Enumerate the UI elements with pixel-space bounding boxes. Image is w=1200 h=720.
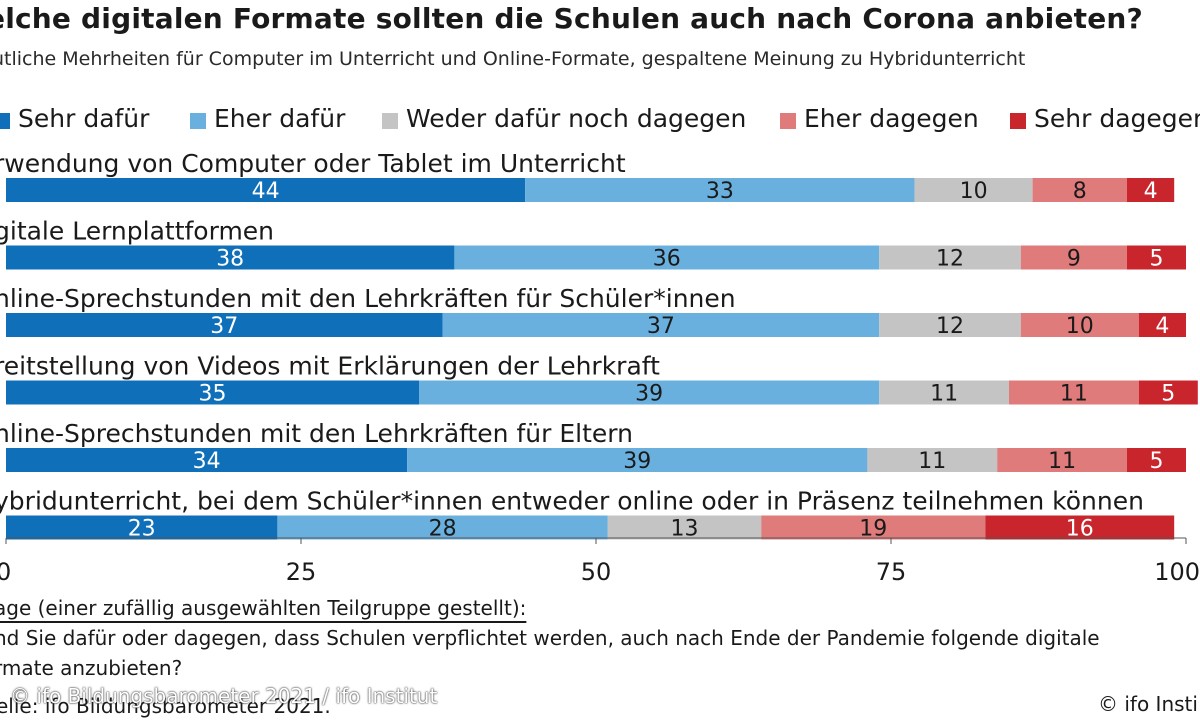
data-label: 4 — [1144, 179, 1158, 204]
data-label: 4 — [1155, 314, 1169, 339]
data-label: 9 — [1067, 247, 1081, 272]
data-label: 13 — [671, 517, 699, 542]
legend-swatch — [190, 113, 206, 129]
legend-label: Eher dagegen — [804, 104, 979, 133]
data-label: 36 — [653, 247, 681, 272]
data-label: 44 — [252, 179, 280, 204]
data-label: 5 — [1150, 449, 1164, 474]
data-label: 11 — [918, 449, 946, 474]
bar-segment — [407, 448, 868, 472]
data-label: 34 — [193, 449, 221, 474]
legend-label: Sehr dafür — [18, 104, 150, 133]
question-text-line-2: rmate anzubieten? — [0, 656, 183, 680]
legend-label: Eher dafür — [214, 104, 346, 133]
question-text-line-1: nd Sie dafür oder dagegen, dass Schulen … — [0, 626, 1100, 650]
category-label: nline-Sprechstunden mit den Lehrkräften … — [0, 419, 633, 448]
legend-swatch — [1010, 113, 1026, 129]
bar-segment — [879, 245, 1021, 270]
x-tick-label: 100 — [1154, 558, 1200, 586]
bar-segment — [6, 448, 408, 472]
bar-segment — [1020, 245, 1127, 270]
bar-segment — [454, 245, 880, 270]
category-label: reitstellung von Videos mit Erklärungen … — [0, 352, 660, 381]
legend-label: Sehr dagegen — [1034, 104, 1200, 133]
bar-segment — [1138, 380, 1198, 405]
bar-segment — [525, 178, 915, 202]
category-label: ybridunterricht, bei dem Schüler*innen e… — [0, 487, 1144, 516]
data-label: 11 — [1048, 449, 1076, 474]
data-label: 11 — [1060, 382, 1088, 407]
bar-segment — [6, 515, 278, 540]
copyright: © ifo Insti — [1098, 692, 1198, 716]
bar-segment — [1009, 380, 1139, 405]
x-tick-label: 75 — [876, 558, 907, 586]
watermark: © ifo Bildungsbarometer 2021 / ifo Insti… — [10, 684, 438, 708]
data-label: 39 — [623, 449, 651, 474]
bar-segment — [1127, 178, 1175, 202]
bar-segment — [419, 380, 880, 405]
stacked-bar-chart: rwendung von Computer oder Tablet im Unt… — [0, 149, 1200, 586]
category-label: nline-Sprechstunden mit den Lehrkräften … — [0, 284, 736, 313]
data-label: 38 — [216, 247, 244, 272]
bar-segment — [1127, 245, 1186, 270]
data-label: 35 — [199, 382, 227, 407]
category-label: rwendung von Computer oder Tablet im Unt… — [0, 149, 626, 178]
data-label: 10 — [960, 179, 988, 204]
data-label: 8 — [1073, 179, 1087, 204]
bar-segment — [879, 380, 1009, 405]
bar-segment — [1127, 448, 1186, 472]
bar-segment — [6, 380, 419, 405]
data-label: 12 — [936, 314, 964, 339]
data-label: 39 — [635, 382, 663, 407]
bar-segment — [6, 313, 443, 337]
bar-segment — [6, 178, 526, 202]
chart-subtitle: utliche Mehrheiten für Computer im Unter… — [0, 48, 1026, 70]
data-label: 10 — [1066, 314, 1094, 339]
bar-segment — [761, 515, 986, 540]
bar-segment — [1020, 313, 1139, 337]
legend: Sehr dafür Eher dafür Weder dafür noch d… — [0, 102, 1200, 142]
bar-segment — [985, 515, 1175, 540]
data-label: 5 — [1150, 247, 1164, 272]
bar-segment — [997, 448, 1127, 472]
source-note: elle: ifo Bildungsbarometer 2021. — [0, 694, 331, 718]
bar-segment — [6, 245, 455, 270]
bar-segment — [277, 515, 608, 540]
legend-swatch — [0, 113, 10, 129]
data-label: 37 — [210, 314, 238, 339]
bar-segment — [914, 178, 1033, 202]
question-label: age (einer zufällig ausgewählten Teilgru… — [0, 596, 527, 620]
chart-title: elche digitalen Formate sollten die Schu… — [0, 2, 1143, 35]
category-label: gitale Lernplattformen — [0, 217, 274, 246]
legend-swatch — [382, 113, 398, 129]
x-tick-label: 50 — [581, 558, 612, 586]
data-label: 37 — [647, 314, 675, 339]
bar-segment — [867, 448, 998, 472]
data-label: 11 — [930, 382, 958, 407]
data-label: 16 — [1066, 517, 1094, 542]
bar-segment — [1138, 313, 1186, 337]
bar-segment — [442, 313, 880, 337]
bar-segment — [879, 313, 1021, 337]
data-label: 23 — [128, 517, 156, 542]
data-label: 12 — [936, 247, 964, 272]
x-tick-label: 25 — [286, 558, 317, 586]
legend-swatch — [780, 113, 796, 129]
data-label: 33 — [706, 179, 734, 204]
data-label: 28 — [429, 517, 457, 542]
bar-segment — [1032, 178, 1127, 202]
x-tick-label: 0 — [0, 558, 11, 586]
data-label: 5 — [1161, 382, 1175, 407]
legend-label: Weder dafür noch dagegen — [406, 104, 747, 133]
bar-segment — [607, 515, 762, 540]
data-label: 19 — [859, 517, 887, 542]
